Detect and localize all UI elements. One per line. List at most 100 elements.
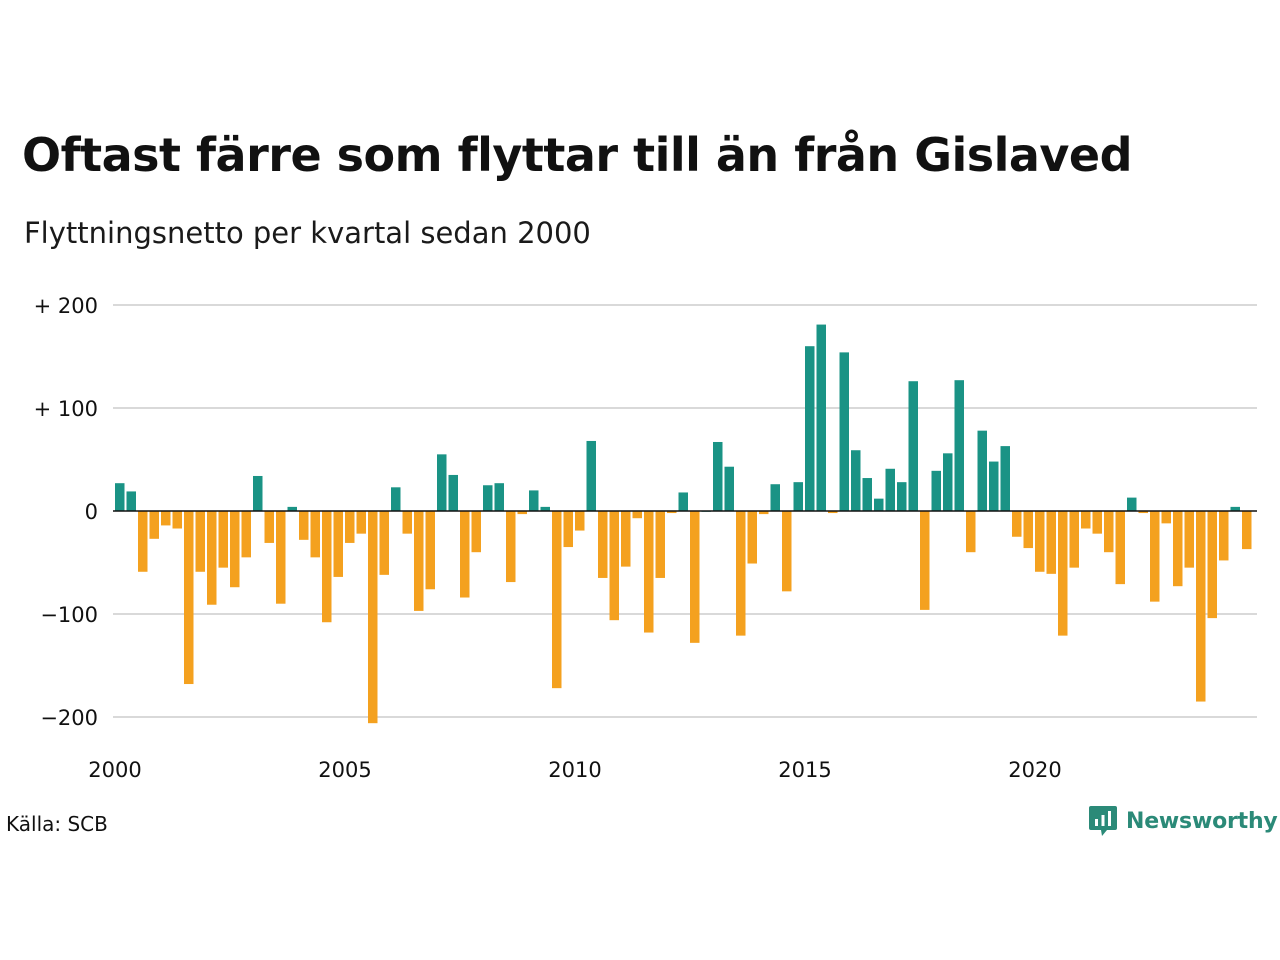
bar <box>862 478 872 511</box>
bar <box>517 511 527 515</box>
bar <box>1081 511 1091 529</box>
bar <box>138 511 148 572</box>
bar <box>483 485 493 511</box>
bar <box>885 468 895 511</box>
bar <box>690 511 700 643</box>
bar <box>920 511 930 610</box>
bar <box>1196 511 1206 702</box>
bar <box>931 470 941 511</box>
bar <box>1115 511 1125 585</box>
bar <box>667 511 677 514</box>
bar <box>460 511 470 598</box>
y-tick-label: + 200 <box>34 294 98 318</box>
y-tick-label: 0 <box>85 500 98 524</box>
bar <box>494 483 504 511</box>
bar <box>1035 511 1045 572</box>
bar <box>149 511 159 539</box>
bar <box>414 511 424 611</box>
bar <box>1230 506 1240 511</box>
bar <box>1242 511 1252 550</box>
bar <box>954 380 964 511</box>
bar <box>805 346 815 511</box>
bar <box>218 511 228 568</box>
bar <box>437 454 447 511</box>
bar <box>379 511 389 575</box>
bar <box>425 511 435 590</box>
bar <box>598 511 608 578</box>
bar <box>747 511 757 564</box>
bar <box>851 450 861 511</box>
bar <box>1138 511 1148 514</box>
bar <box>1023 511 1033 549</box>
bar <box>713 441 723 511</box>
bar <box>759 511 769 515</box>
bar <box>989 461 999 511</box>
bar-chart: + 200 + 100 0 −100 −200 2000 2005 2010 2015 2020 <box>34 294 1257 782</box>
y-tick-label: −100 <box>40 603 98 627</box>
bar <box>966 511 976 553</box>
x-tick-label: 2015 <box>778 758 831 782</box>
bar <box>828 511 838 514</box>
bar <box>609 511 619 621</box>
bar <box>897 482 907 511</box>
bar <box>1000 446 1010 511</box>
bar <box>874 498 884 511</box>
x-tick-label: 2005 <box>318 758 371 782</box>
bar <box>322 511 332 623</box>
bar <box>1104 511 1114 553</box>
brand-logo[interactable]: Newsworthy <box>1088 804 1278 838</box>
y-tick-label: −200 <box>40 706 98 730</box>
bar <box>644 511 654 633</box>
bar <box>448 474 458 511</box>
bar <box>402 511 412 534</box>
bar <box>264 511 274 543</box>
bar <box>1069 511 1079 568</box>
bar <box>195 511 205 572</box>
bar <box>839 352 849 511</box>
bar <box>1092 511 1102 534</box>
bar <box>621 511 631 567</box>
bar <box>816 324 826 511</box>
brand-name: Newsworthy <box>1126 808 1278 834</box>
newsworthy-logo-icon <box>1089 806 1117 836</box>
bar <box>793 482 803 511</box>
bar <box>1046 511 1056 574</box>
x-tick-label: 2020 <box>1008 758 1061 782</box>
bar <box>552 511 562 689</box>
x-tick-label: 2010 <box>548 758 601 782</box>
bar <box>770 484 780 511</box>
bar <box>1207 511 1217 619</box>
bar <box>333 511 343 577</box>
chart-subtitle: Flyttningsnetto per kvartal sedan 2000 <box>24 216 591 250</box>
bar <box>207 511 217 605</box>
bar <box>161 511 171 526</box>
bar <box>977 430 987 511</box>
bar <box>184 511 194 685</box>
bar <box>230 511 240 588</box>
bar <box>356 511 366 534</box>
bar <box>506 511 516 583</box>
bar <box>310 511 320 558</box>
bar <box>908 381 918 511</box>
bar <box>1058 511 1068 636</box>
bar <box>1219 511 1229 561</box>
bar <box>782 511 792 592</box>
bar <box>471 511 481 553</box>
bar <box>563 511 573 548</box>
bar <box>241 511 251 558</box>
axes: + 200 + 100 0 −100 −200 2000 2005 2010 2015 2020 <box>34 294 1257 782</box>
bar <box>1127 497 1137 511</box>
bar <box>943 453 953 511</box>
bar <box>529 490 539 511</box>
bar <box>632 511 642 519</box>
chart-title: Oftast färre som flyttar till än från Gi… <box>22 128 1133 182</box>
bar <box>540 506 550 511</box>
bar <box>1161 511 1171 524</box>
bar <box>287 506 297 511</box>
bar <box>1184 511 1194 568</box>
bar <box>126 491 136 511</box>
bar <box>172 511 182 529</box>
bar <box>655 511 665 578</box>
bar <box>391 487 401 511</box>
bars <box>115 324 1252 724</box>
